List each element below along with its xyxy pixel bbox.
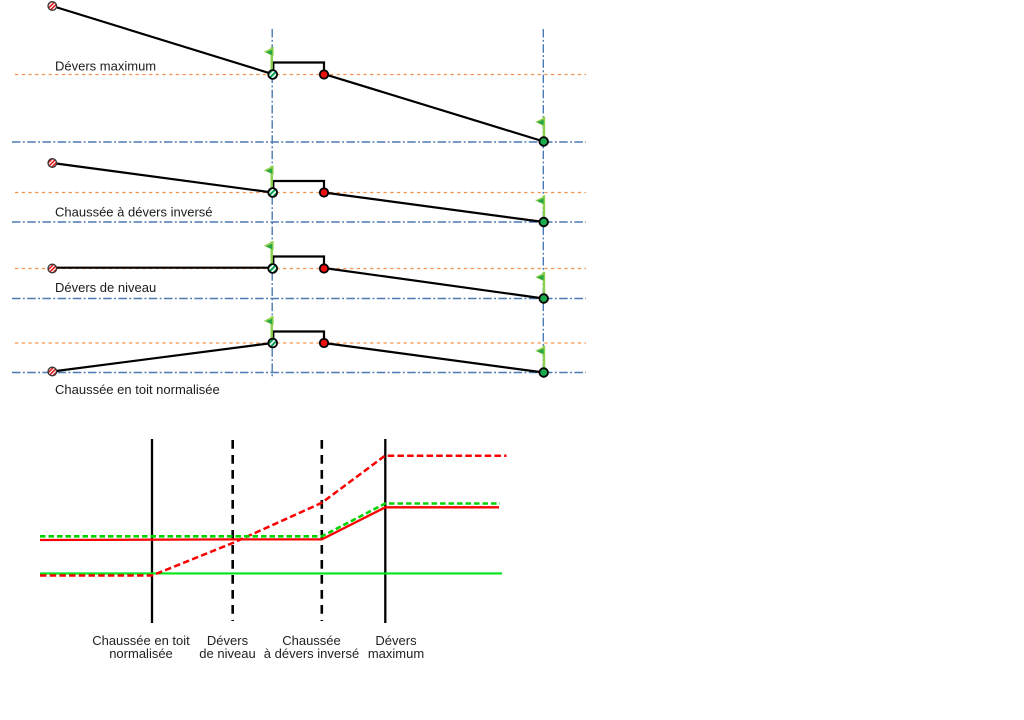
svg-text:Dévers de niveau: Dévers de niveau <box>55 280 156 295</box>
svg-text:Chaussée à dévers inversé: Chaussée à dévers inversé <box>55 205 213 220</box>
svg-text:maximum: maximum <box>368 646 424 661</box>
svg-text:Dévers: Dévers <box>207 633 249 648</box>
svg-text:Chaussée en toit: Chaussée en toit <box>92 633 190 648</box>
svg-text:Chaussée en toit normalisée: Chaussée en toit normalisée <box>55 382 220 397</box>
svg-text:Dévers: Dévers <box>375 633 417 648</box>
svg-text:Dévers maximum: Dévers maximum <box>55 59 156 74</box>
svg-text:de niveau: de niveau <box>199 646 255 661</box>
svg-text:à dévers inversé: à dévers inversé <box>264 646 359 661</box>
svg-text:normalisée: normalisée <box>109 646 173 661</box>
svg-text:Chaussée: Chaussée <box>282 633 341 648</box>
